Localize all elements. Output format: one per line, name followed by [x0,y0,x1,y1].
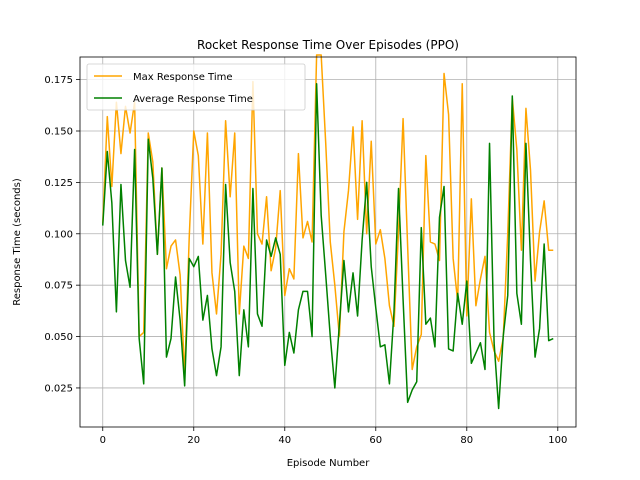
x-tick-label: 40 [278,435,291,446]
legend-label-average: Average Response Time [133,94,253,105]
x-axis-label: Episode Number [287,458,371,469]
plot-area-frame [79,56,577,428]
x-tick-label: 0 [100,435,106,446]
y-tick-label: 0.025 [44,383,73,394]
y-axis-label: Response Time (seconds) [12,178,23,306]
chart-title: Rocket Response Time Over Episodes (PPO) [197,38,459,52]
x-tick-label: 80 [460,435,473,446]
y-tick-label: 0.100 [44,229,73,240]
x-tick-label: 60 [369,435,382,446]
series-line-max-response-time [102,54,554,377]
legend-box [86,63,306,111]
y-tick-label: 0.175 [44,75,73,86]
legend: Max Response Time Average Response Time [86,63,306,111]
y-tick-label: 0.150 [44,127,73,138]
series-line-average-response-time [102,82,554,410]
x-tick-label: 20 [187,435,200,446]
y-tick-label: 0.125 [44,178,73,189]
axis-ticks: 0 20 40 60 80 100 0.025 0.050 0.075 0.100 0.125 0.1… [44,75,567,446]
y-tick-label: 0.075 [44,281,73,292]
y-tick-label: 0.050 [44,332,73,343]
x-tick-label: 100 [548,435,567,446]
legend-label-max: Max Response Time [133,72,233,83]
series-lines [102,54,554,410]
